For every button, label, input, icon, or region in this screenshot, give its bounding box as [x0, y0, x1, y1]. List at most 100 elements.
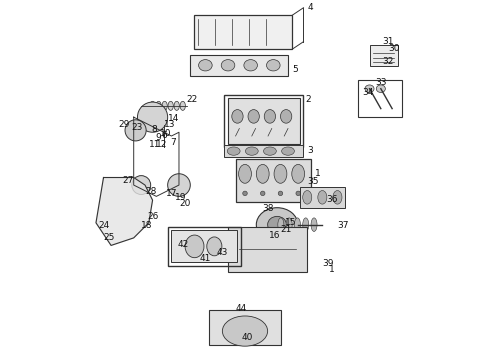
Text: 3: 3: [307, 146, 313, 155]
Ellipse shape: [245, 147, 258, 155]
Text: 2: 2: [305, 95, 311, 104]
Bar: [300, 187, 345, 208]
Ellipse shape: [333, 190, 342, 204]
Bar: [194, 15, 292, 49]
Ellipse shape: [376, 85, 385, 93]
Text: 15: 15: [285, 218, 296, 227]
Text: 29: 29: [119, 120, 130, 129]
Text: 32: 32: [382, 57, 393, 66]
Text: 33: 33: [375, 78, 387, 87]
Text: 18: 18: [141, 221, 153, 230]
Ellipse shape: [365, 85, 374, 93]
Text: 24: 24: [98, 221, 109, 230]
Text: 40: 40: [241, 333, 252, 342]
Bar: [224, 145, 303, 157]
Ellipse shape: [168, 174, 190, 196]
Text: 37: 37: [337, 221, 349, 230]
Text: 22: 22: [187, 95, 198, 104]
Text: 5: 5: [292, 65, 298, 74]
Ellipse shape: [286, 218, 292, 231]
Ellipse shape: [244, 60, 257, 71]
Ellipse shape: [318, 190, 327, 204]
Text: 17: 17: [166, 189, 177, 198]
Polygon shape: [96, 177, 152, 246]
Bar: [168, 226, 241, 266]
Text: 21: 21: [281, 225, 292, 234]
Text: 23: 23: [132, 123, 143, 132]
Text: 27: 27: [122, 176, 134, 185]
Ellipse shape: [264, 147, 276, 155]
Ellipse shape: [278, 191, 283, 195]
Text: 1: 1: [315, 169, 320, 178]
Ellipse shape: [280, 109, 292, 123]
Ellipse shape: [303, 190, 312, 204]
Text: 26: 26: [147, 212, 158, 221]
Text: 39: 39: [322, 259, 334, 268]
Ellipse shape: [261, 191, 265, 195]
Ellipse shape: [239, 165, 251, 183]
Text: 35: 35: [307, 176, 318, 185]
Ellipse shape: [268, 216, 287, 233]
Ellipse shape: [278, 218, 284, 231]
Text: 6: 6: [161, 131, 167, 140]
Ellipse shape: [138, 102, 168, 132]
Ellipse shape: [150, 101, 155, 111]
Bar: [172, 230, 238, 262]
Ellipse shape: [132, 176, 151, 194]
Ellipse shape: [232, 109, 243, 123]
Ellipse shape: [267, 60, 280, 71]
Ellipse shape: [221, 60, 235, 71]
Text: 10: 10: [160, 129, 172, 138]
Ellipse shape: [243, 191, 247, 195]
Bar: [228, 98, 300, 144]
Text: 41: 41: [200, 254, 211, 263]
Text: 30: 30: [389, 44, 400, 53]
Ellipse shape: [303, 218, 309, 231]
Ellipse shape: [185, 235, 204, 258]
Bar: [236, 159, 311, 202]
Ellipse shape: [207, 237, 222, 256]
Text: 11: 11: [148, 140, 160, 149]
Text: 36: 36: [326, 195, 338, 204]
Ellipse shape: [311, 218, 317, 231]
Ellipse shape: [125, 120, 146, 141]
Text: 44: 44: [236, 305, 247, 314]
Text: 8: 8: [151, 125, 157, 134]
Ellipse shape: [156, 101, 161, 111]
Text: 12: 12: [156, 140, 168, 149]
Ellipse shape: [198, 60, 212, 71]
Bar: [358, 80, 402, 117]
Ellipse shape: [168, 101, 173, 111]
Text: 9: 9: [155, 133, 161, 142]
Ellipse shape: [292, 165, 305, 183]
Ellipse shape: [174, 101, 179, 111]
Ellipse shape: [180, 101, 185, 111]
Text: 1: 1: [329, 265, 335, 274]
Text: 43: 43: [217, 248, 228, 257]
Text: 13: 13: [164, 120, 175, 129]
Ellipse shape: [256, 165, 269, 183]
Ellipse shape: [274, 165, 287, 183]
Bar: [228, 226, 307, 272]
Text: 7: 7: [171, 139, 176, 148]
Bar: [190, 55, 289, 76]
Text: 16: 16: [270, 231, 281, 240]
Ellipse shape: [227, 147, 240, 155]
Ellipse shape: [256, 208, 298, 242]
Text: 20: 20: [179, 199, 190, 208]
Text: 28: 28: [145, 188, 156, 197]
Bar: [209, 310, 281, 345]
Text: 38: 38: [262, 204, 273, 213]
Ellipse shape: [264, 109, 275, 123]
Ellipse shape: [222, 316, 268, 346]
Ellipse shape: [282, 147, 294, 155]
Text: 42: 42: [177, 240, 188, 249]
Bar: [224, 95, 303, 147]
Text: 31: 31: [382, 37, 393, 46]
Ellipse shape: [162, 101, 167, 111]
Bar: [369, 45, 398, 66]
Text: 14: 14: [168, 114, 179, 123]
Text: 25: 25: [103, 233, 115, 242]
Text: 19: 19: [175, 193, 187, 202]
Text: 4: 4: [307, 3, 313, 12]
